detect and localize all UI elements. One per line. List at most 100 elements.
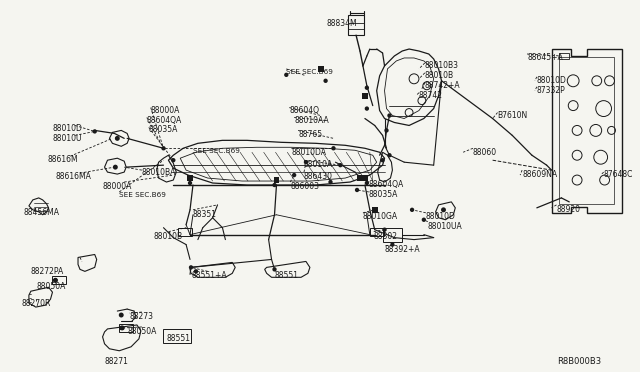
Circle shape [171,158,175,162]
Bar [362,175,368,181]
Circle shape [365,106,369,111]
Text: 886430: 886430 [304,172,333,181]
Text: 88273: 88273 [129,312,153,321]
Circle shape [304,160,308,164]
Text: 88456MA: 88456MA [23,208,59,217]
Circle shape [358,176,362,180]
Text: 88010UA: 88010UA [428,222,463,231]
Circle shape [120,326,125,330]
Circle shape [292,173,296,177]
Circle shape [161,146,166,150]
Circle shape [387,153,392,157]
Text: 88270R: 88270R [21,299,51,308]
Circle shape [363,93,367,98]
Circle shape [380,158,385,162]
Circle shape [422,218,426,222]
Bar [273,177,280,183]
Bar [559,57,614,204]
Text: 88392+A: 88392+A [385,244,420,254]
Bar [559,53,569,59]
Text: 88609NA: 88609NA [522,170,557,179]
Circle shape [189,265,193,270]
Bar [362,93,368,99]
Text: 88050A: 88050A [36,282,66,291]
Bar [163,329,191,343]
Text: 88035A: 88035A [369,190,398,199]
Text: 88010BA: 88010BA [142,168,176,177]
Text: 88010GA: 88010GA [363,212,398,221]
Bar [372,207,378,213]
Circle shape [53,278,58,283]
Text: 88271: 88271 [104,357,129,366]
Circle shape [93,129,97,134]
Circle shape [372,208,377,212]
Text: R8B000B3: R8B000B3 [557,357,602,366]
Text: 88272PA: 88272PA [31,267,64,276]
Text: 88000A: 88000A [151,106,180,115]
Text: 88551: 88551 [166,334,191,343]
Circle shape [188,176,192,180]
Circle shape [53,278,58,282]
Circle shape [273,267,276,272]
Circle shape [385,128,388,132]
Circle shape [194,269,198,273]
Text: 88010D: 88010D [52,125,83,134]
Bar [52,276,66,284]
Text: 87648C: 87648C [604,170,633,179]
Text: 88010B: 88010B [154,232,183,241]
Bar [348,15,364,35]
Text: SEE SEC.B69: SEE SEC.B69 [286,69,333,75]
Circle shape [410,208,414,212]
Circle shape [365,181,369,185]
Text: 88035A: 88035A [148,125,178,134]
Bar [317,66,324,72]
Circle shape [338,163,342,167]
Text: B7610N: B7610N [497,110,528,119]
Text: 88551+A: 88551+A [191,271,227,280]
Bar [370,228,383,235]
Text: 88645+A: 88645+A [527,53,563,62]
Text: 88604QA: 88604QA [369,180,404,189]
Bar [178,228,192,235]
Text: 88000A: 88000A [102,182,132,191]
Circle shape [119,326,124,330]
Text: SEE SEC.B69: SEE SEC.B69 [119,192,166,198]
Text: 88742+A: 88742+A [425,81,460,90]
Circle shape [113,165,118,170]
Text: 886003: 886003 [290,182,319,191]
Text: 88010D: 88010D [426,212,456,221]
Text: 88010U: 88010U [52,134,82,143]
Text: 88010A: 88010A [304,160,333,169]
Circle shape [319,67,323,71]
Text: SEE SEC.B69: SEE SEC.B69 [193,148,240,154]
Text: 88604Q: 88604Q [289,106,319,115]
Circle shape [390,243,395,247]
Circle shape [115,136,120,141]
Text: 88551: 88551 [275,271,298,280]
Text: 88742: 88742 [419,91,443,100]
Text: 87332P: 87332P [537,86,566,95]
Circle shape [332,146,335,150]
Text: 88616M: 88616M [47,155,78,164]
Bar [119,324,133,332]
Text: 88010DA: 88010DA [291,148,326,157]
Text: 88010B3: 88010B3 [425,61,459,70]
Circle shape [328,180,333,184]
Circle shape [119,312,124,318]
Circle shape [275,178,278,182]
Text: 88302: 88302 [374,232,397,241]
Text: 88351: 88351 [193,210,217,219]
Text: 88010D: 88010D [537,76,566,85]
Text: 88765: 88765 [298,131,322,140]
Text: 88920: 88920 [556,205,580,214]
Text: 88604QA: 88604QA [147,116,182,125]
Circle shape [323,78,328,83]
Circle shape [188,181,192,185]
Text: 88834M: 88834M [326,19,357,28]
Bar [383,228,402,241]
Text: 88010AA: 88010AA [294,116,329,125]
Circle shape [355,188,359,192]
Circle shape [284,73,289,77]
Circle shape [365,86,369,90]
Text: 88616MA: 88616MA [56,172,92,181]
